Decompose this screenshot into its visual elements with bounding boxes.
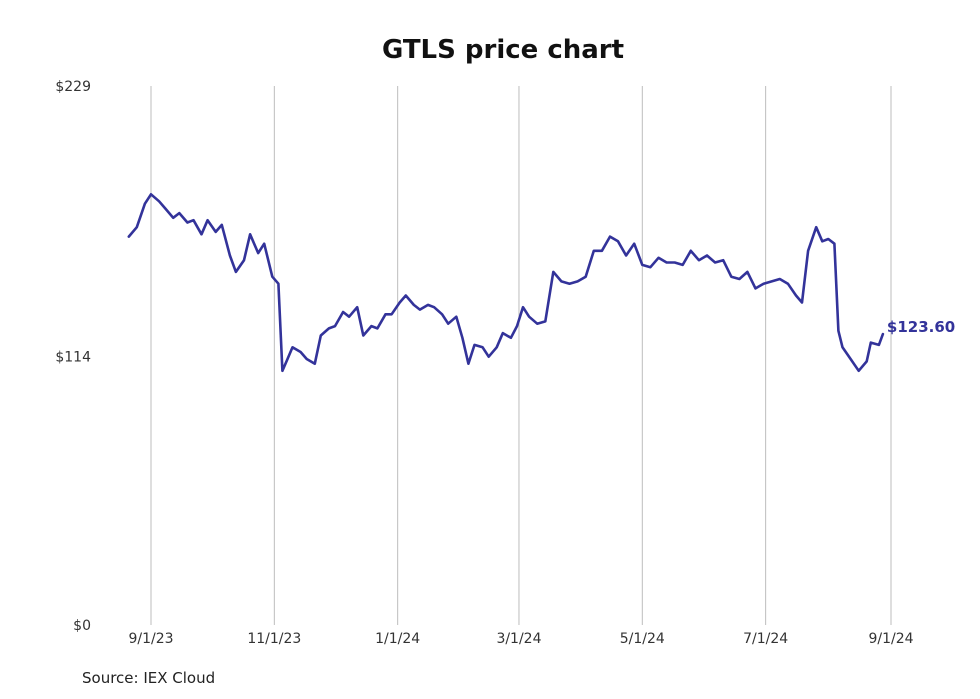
y-axis-ticks: $229 $114 $0 bbox=[55, 79, 91, 634]
gridlines bbox=[150, 86, 892, 625]
x-tick-label: 7/1/24 bbox=[743, 631, 788, 647]
end-labels: $123.60 bbox=[887, 318, 955, 336]
x-tick-label: 3/1/24 bbox=[496, 631, 541, 647]
y-tick-label: $0 bbox=[73, 618, 91, 634]
x-tick-label: 9/1/23 bbox=[128, 631, 173, 647]
chart-title: GTLS price chart bbox=[382, 35, 624, 65]
y-tick-label: $114 bbox=[55, 350, 91, 366]
x-tick-label: 11/1/23 bbox=[247, 631, 301, 647]
x-tick-label: 1/1/24 bbox=[375, 631, 420, 647]
x-axis-ticks: 9/1/23 11/1/23 1/1/24 3/1/24 5/1/24 7/1/24 9/1… bbox=[128, 631, 913, 647]
y-tick-label: $229 bbox=[55, 79, 91, 95]
x-tick-label: 5/1/24 bbox=[620, 631, 665, 647]
last-value-label: $123.60 bbox=[887, 318, 955, 336]
x-tick-label: 9/1/24 bbox=[868, 631, 913, 647]
source-caption: Source: IEX Cloud bbox=[82, 669, 216, 687]
price-series bbox=[127, 193, 885, 373]
series-line-0 bbox=[127, 193, 885, 373]
